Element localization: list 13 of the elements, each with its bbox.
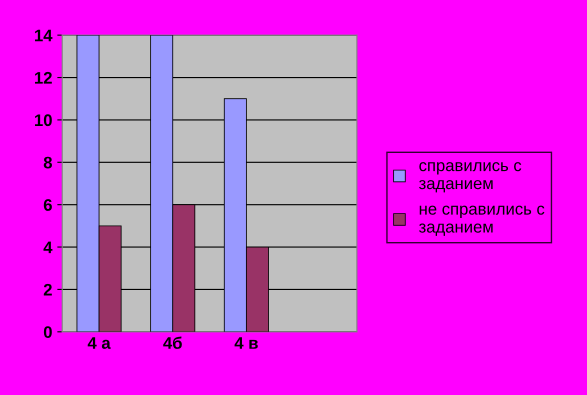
y-tick-label: 8 [44, 156, 52, 168]
x-tick-label: 4б [163, 336, 182, 349]
y-tick-label: 14 [35, 30, 52, 42]
legend-label: не справились с заданием [419, 206, 544, 236]
x-tick-label: 4 а [88, 337, 111, 349]
y-tick-label: 6 [44, 199, 52, 211]
y-tick-label: 10 [35, 114, 52, 126]
y-tick-label: 2 [44, 284, 52, 296]
y-tick-label: 4 [43, 242, 52, 254]
x-tick-label: 4 в [234, 337, 258, 349]
y-tick-label: 0 [44, 326, 52, 338]
y-tick-label: 12 [35, 72, 52, 84]
legend-label: справились с заданием [419, 162, 522, 192]
